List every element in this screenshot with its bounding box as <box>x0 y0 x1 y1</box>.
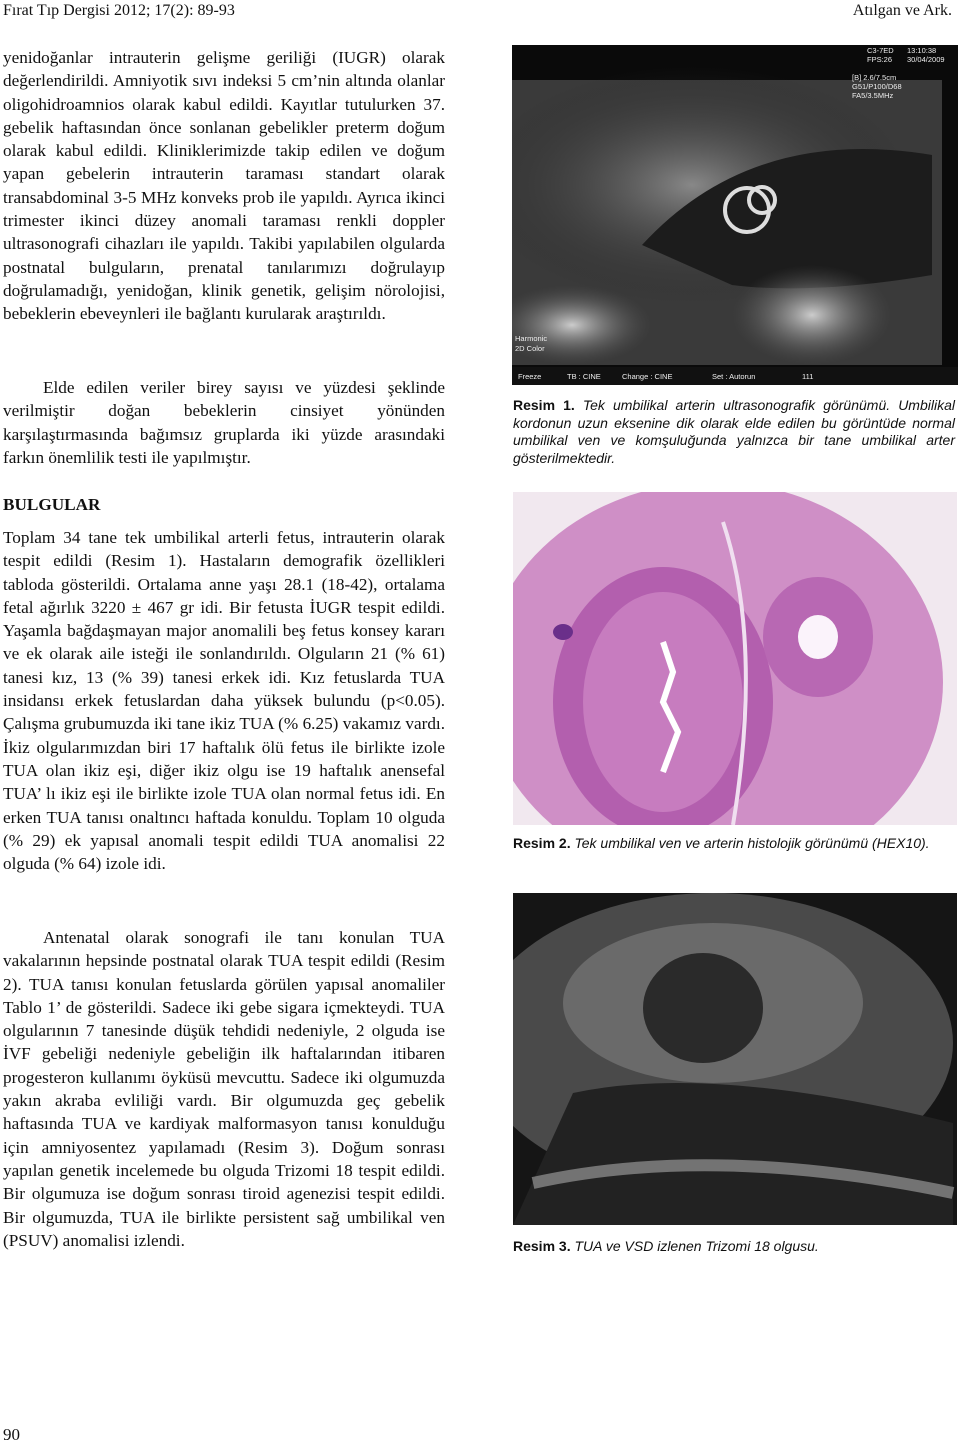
paragraph: yenidoğanlar intrauterin gelişme geriliğ… <box>3 48 445 324</box>
caption-text: Tek umbilikal ven ve arterin histolojik … <box>574 835 930 851</box>
overlay-text: 30/04/2009 <box>907 55 945 64</box>
figure-label: Resim 2. <box>513 835 571 851</box>
figure-caption: Resim 2. Tek umbilikal ven ve arterin hi… <box>513 835 955 853</box>
overlay-text: Change : CINE <box>622 372 672 381</box>
overlay-text: 13:10:38 <box>907 46 936 55</box>
caption-text: TUA ve VSD izlenen Trizomi 18 olgusu. <box>574 1238 819 1254</box>
overlay-text: Set : Autorun <box>712 372 755 381</box>
overlay-text: 2D Color <box>515 344 545 353</box>
histology-image <box>513 492 957 825</box>
figure-caption: Resim 3. TUA ve VSD izlenen Trizomi 18 o… <box>513 1238 955 1256</box>
ultrasound-image <box>513 893 957 1225</box>
overlay-text: Freeze <box>518 372 541 381</box>
overlay-text: [B] 2.6/7.5cm <box>852 73 896 82</box>
paragraph: Antenatal olarak sonografi ile tanı konu… <box>3 928 445 1250</box>
page-number: 90 <box>3 1425 20 1444</box>
figure-caption: Resim 1. Tek umbilikal arterin ultrasono… <box>513 397 955 467</box>
overlay-text: TB : CINE <box>567 372 601 381</box>
overlay-text: 111 <box>802 372 813 381</box>
overlay-text: FPS:26 <box>867 55 892 64</box>
overlay-text: Harmonic <box>515 334 547 343</box>
journal-header: Fırat Tıp Dergisi 2012; 17(2): 89-93 <box>3 2 235 19</box>
overlay-text: FA5/3.5MHz <box>852 91 894 100</box>
paragraph: Elde edilen veriler birey sayısı ve yüzd… <box>3 378 445 467</box>
author-header: Atılgan ve Ark. <box>852 2 952 19</box>
paragraph: Toplam 34 tane tek umbilikal arterli fet… <box>3 528 445 874</box>
overlay-text: G51/P100/D68 <box>852 82 902 91</box>
figure-label: Resim 1. <box>513 397 575 413</box>
section-heading: BULGULAR <box>3 495 101 514</box>
caption-text: Tek umbilikal arterin ultrasonografik gö… <box>513 397 955 466</box>
figure-label: Resim 3. <box>513 1238 571 1254</box>
overlay-text: C3-7ED <box>867 46 894 55</box>
